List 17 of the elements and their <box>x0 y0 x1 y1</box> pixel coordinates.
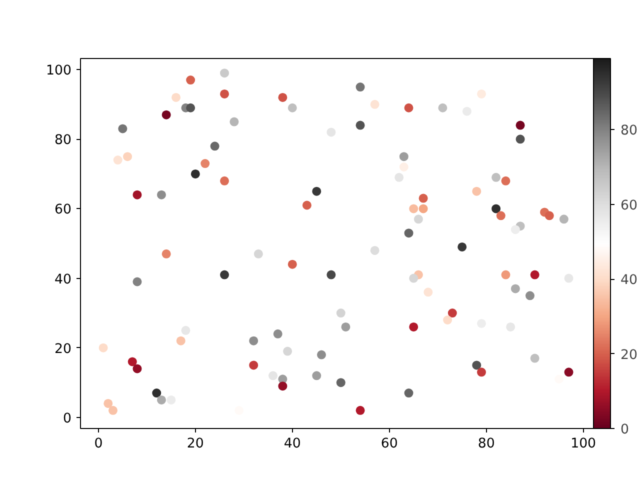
x-tick-label: 20 <box>186 436 204 452</box>
y-tick-label: 20 <box>54 342 72 357</box>
x-tick-label: 80 <box>478 436 495 452</box>
y-tick-label: 0 <box>63 411 72 426</box>
color-bar-label: 60 <box>620 198 638 214</box>
color-bar-label: 40 <box>620 273 638 288</box>
x-tick-label: 100 <box>570 436 596 452</box>
x-tick-label: 60 <box>380 436 398 452</box>
color-bar-label: 0 <box>620 422 629 438</box>
x-tick-label: 0 <box>94 436 103 452</box>
color-bar-label: 80 <box>620 124 638 139</box>
y-tick-label: 40 <box>54 272 72 288</box>
y-tick-label: 80 <box>54 133 72 148</box>
color-bar-label: 20 <box>620 348 638 363</box>
y-tick-label: 100 <box>46 64 72 79</box>
y-tick-label: 60 <box>54 202 72 218</box>
x-tick-label: 40 <box>284 436 301 452</box>
